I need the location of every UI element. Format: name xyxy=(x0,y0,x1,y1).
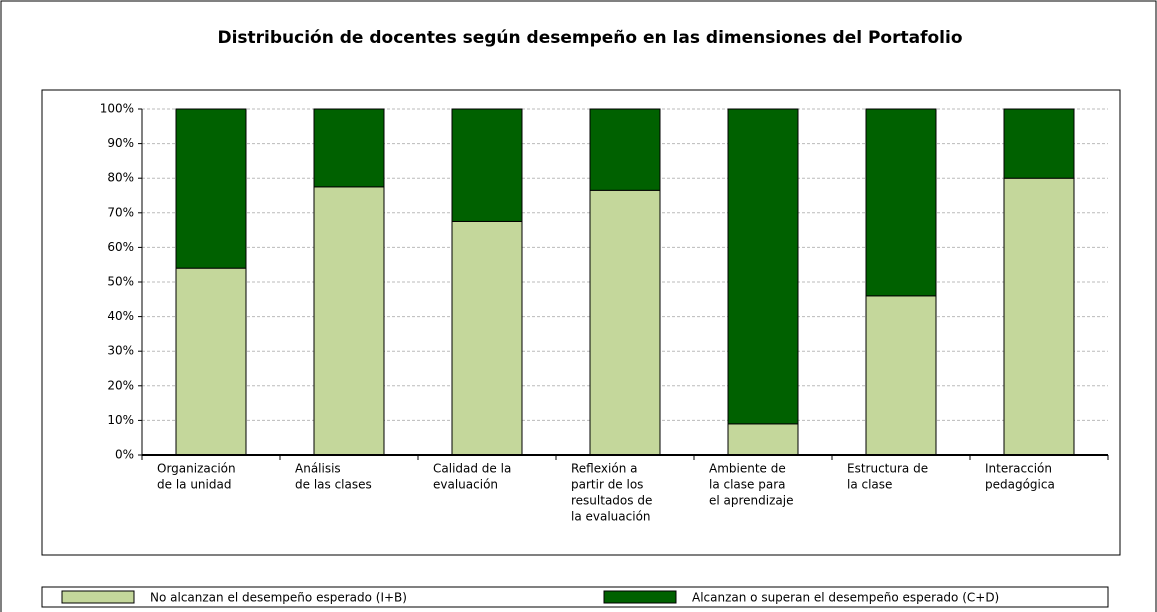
bar-segment xyxy=(175,267,247,456)
x-tick-label: Interacción xyxy=(985,462,1052,476)
legend-swatch xyxy=(61,590,135,604)
x-tick-label: Reflexión a xyxy=(571,462,637,476)
x-tick-label: Ambiente de xyxy=(709,462,786,476)
bar-segment xyxy=(313,108,385,188)
y-tick-label: 20% xyxy=(107,378,134,392)
y-tick-label: 60% xyxy=(107,240,134,254)
x-tick-label: la clase xyxy=(847,478,892,492)
x-tick-label: de la unidad xyxy=(157,478,231,492)
y-tick-label: 90% xyxy=(107,136,134,150)
x-tick-label: Estructura de xyxy=(847,462,928,476)
bar-segment xyxy=(865,295,937,456)
x-tick-label: Calidad de la xyxy=(433,462,511,476)
x-tick-label: Análisis xyxy=(295,462,341,476)
chart-title: Distribución de docentes según desempeño… xyxy=(217,28,962,48)
bar-segment xyxy=(1003,108,1075,179)
bar-segment xyxy=(727,423,799,456)
bar-segment xyxy=(1003,177,1075,456)
x-tick-label: pedagógica xyxy=(985,478,1055,492)
x-tick-label: evaluación xyxy=(433,478,498,492)
bar-segment xyxy=(175,108,247,269)
y-tick-label: 30% xyxy=(107,344,134,358)
y-tick-label: 50% xyxy=(107,275,134,289)
bar-segment xyxy=(451,220,523,456)
y-tick-label: 0% xyxy=(115,448,134,462)
y-tick-label: 40% xyxy=(107,309,134,323)
legend-box xyxy=(41,586,1109,608)
bar-segment xyxy=(451,108,523,222)
x-tick-label: el aprendizaje xyxy=(709,494,793,508)
x-tick-label: la evaluación xyxy=(571,510,651,524)
legend-swatch xyxy=(603,590,677,604)
y-tick-label: 70% xyxy=(107,205,134,219)
x-tick-label: resultados de xyxy=(571,494,652,508)
x-tick-label: la clase para xyxy=(709,478,786,492)
bar-segment xyxy=(589,189,661,456)
bar-segment xyxy=(589,108,661,191)
bar-segment xyxy=(865,108,937,297)
x-tick-label: Organización xyxy=(157,462,236,476)
legend-label: No alcanzan el desempeño esperado (I+B) xyxy=(150,591,407,605)
x-tick-label: de las clases xyxy=(295,478,372,492)
legend-label: Alcanzan o superan el desempeño esperado… xyxy=(692,591,999,605)
y-tick-label: 100% xyxy=(100,102,134,116)
bar-segment xyxy=(727,108,799,425)
y-tick-label: 10% xyxy=(107,413,134,427)
y-tick-label: 80% xyxy=(107,171,134,185)
bar-segment xyxy=(313,186,385,456)
x-tick-label: partir de los xyxy=(571,478,643,492)
